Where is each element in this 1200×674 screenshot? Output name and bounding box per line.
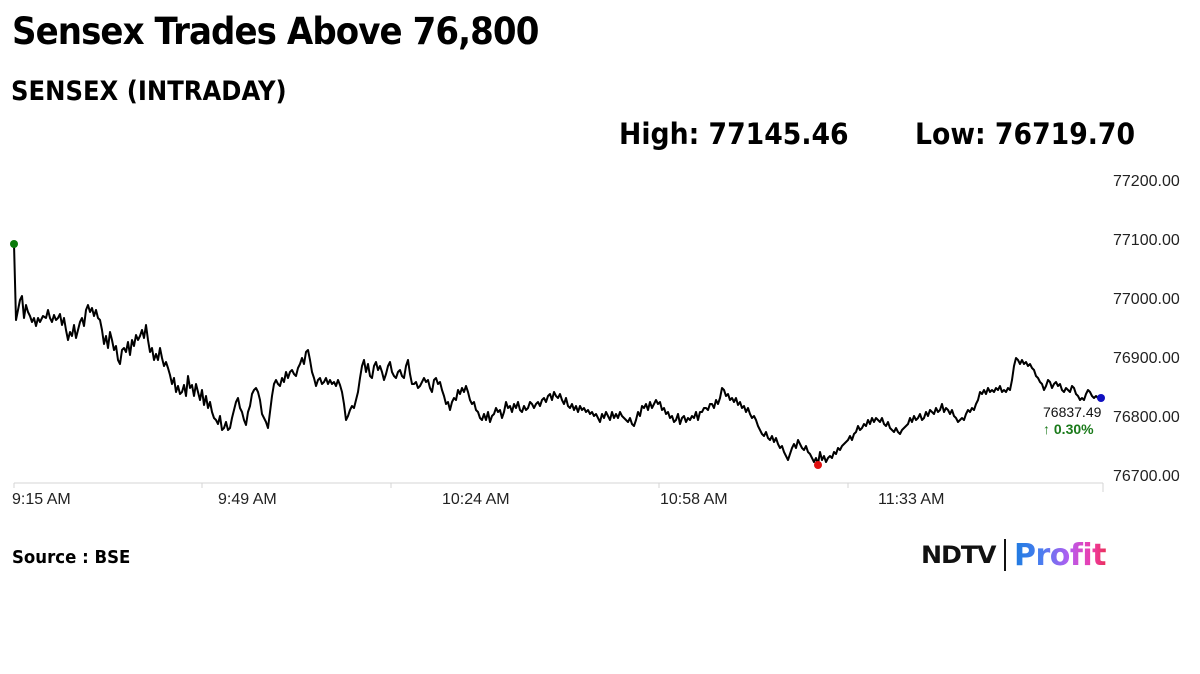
y-tick-77200: 77200.00 [1113,173,1180,190]
y-tick-76700: 76700.00 [1113,468,1180,485]
source-note: Source : BSE [12,547,131,568]
low-stat: Low: 76719.70 [915,117,1136,151]
low-marker [814,461,822,469]
x-tick-0915: 9:15 AM [12,491,71,508]
last-value-label: 76837.49 [1043,404,1102,420]
high-stat: High: 77145.46 [619,117,849,151]
y-tick-77000: 77000.00 [1113,291,1180,308]
page-title: Sensex Trades Above 76,800 [12,10,539,53]
last-marker [1097,394,1105,402]
y-tick-76900: 76900.00 [1113,350,1180,367]
logo-ndtv-text: NDTV [921,541,997,569]
chart-subtitle: SENSEX (INTRADAY) [11,76,287,107]
open-marker [10,240,18,248]
logo-profit-text: Profit [1013,537,1107,573]
change-percent-label: ↑ 0.30% [1043,421,1094,437]
x-tick-1058: 10:58 AM [660,491,728,508]
logo-divider [1003,539,1006,571]
x-tick-1024: 10:24 AM [442,491,510,508]
x-tick-1133: 11:33 AM [878,491,945,508]
x-axis-ticks [13,483,1104,492]
x-tick-0949: 9:49 AM [218,491,277,508]
y-tick-77100: 77100.00 [1113,232,1180,249]
y-tick-76800: 76800.00 [1113,409,1180,426]
ndtv-profit-logo: NDTV Profit [921,537,1107,573]
price-line [13,243,1100,465]
